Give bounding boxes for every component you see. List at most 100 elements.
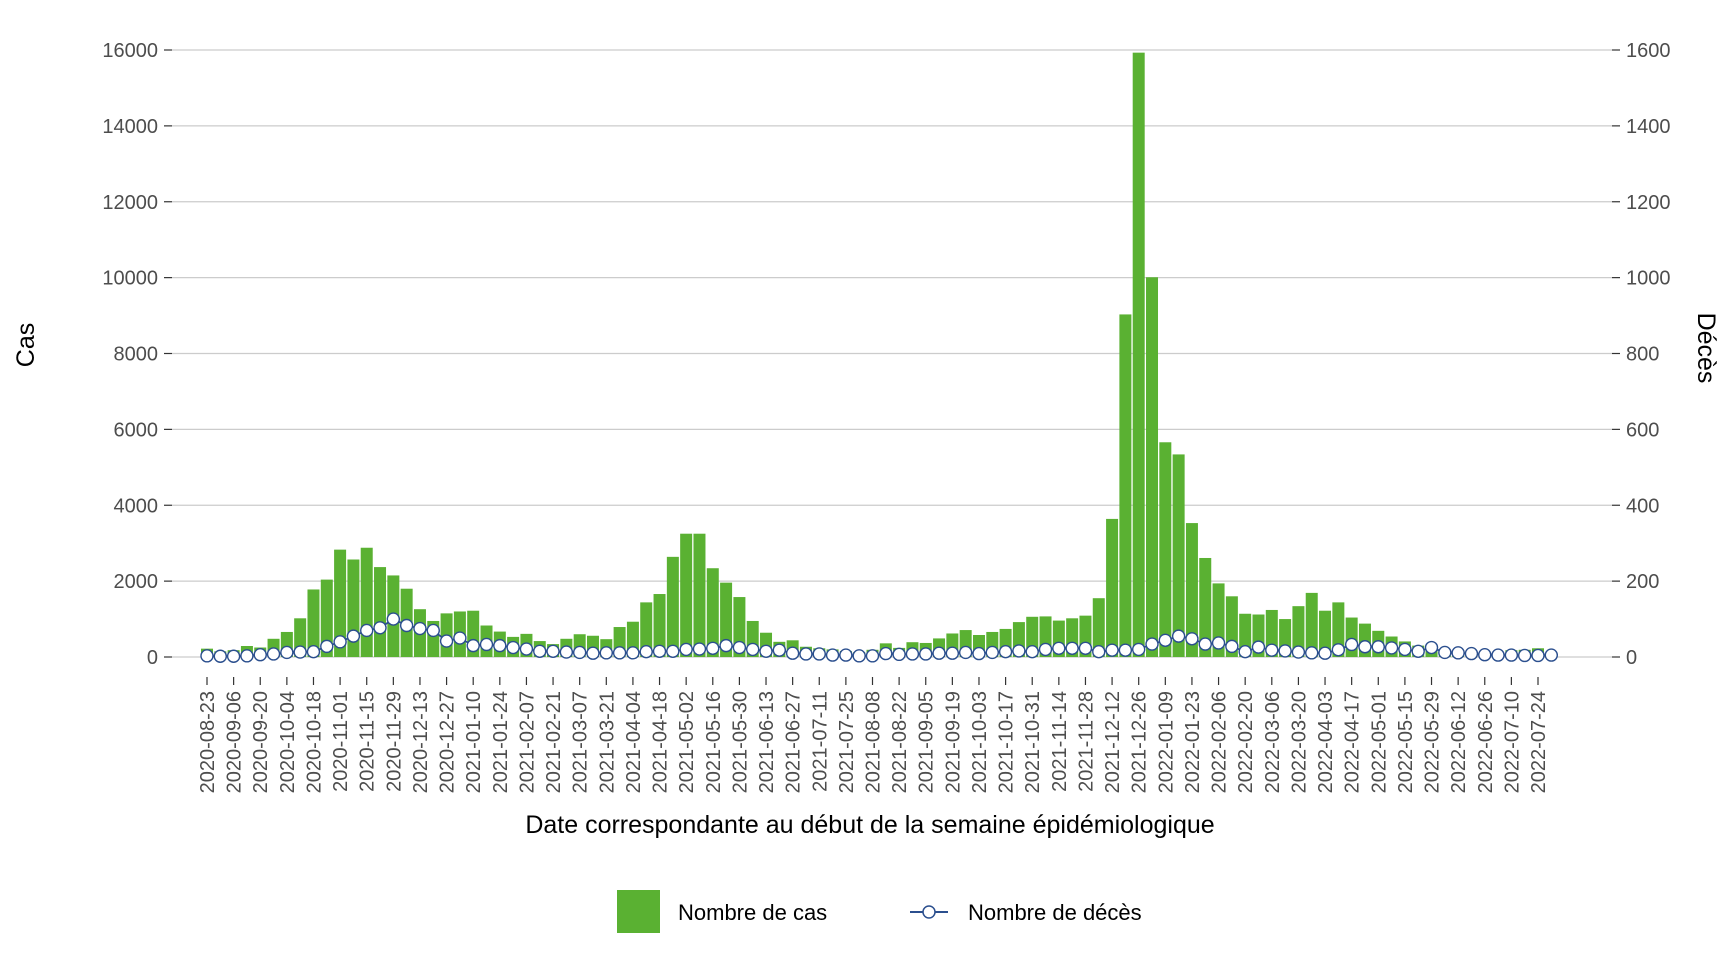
bar-cases	[1319, 610, 1332, 657]
legend-label-cases: Nombre de cas	[678, 900, 827, 925]
bar-cases	[1292, 606, 1305, 657]
point-deaths	[1078, 641, 1093, 655]
bar-cases	[1159, 442, 1172, 657]
point-deaths	[466, 638, 480, 653]
point-deaths	[892, 647, 906, 662]
x-tick-label-49: 2022-07-10	[1501, 691, 1523, 793]
point-deaths	[280, 645, 294, 660]
point-deaths	[1478, 648, 1492, 662]
point-deaths	[1065, 641, 1079, 655]
x-tick-label-32: 2021-11-14	[1049, 691, 1071, 792]
point-deaths	[439, 634, 454, 648]
y-left-tick-label-7: 14000	[102, 116, 158, 138]
bar-cases	[706, 568, 719, 657]
bar-cases	[666, 556, 679, 657]
legend: Nombre de cas Nombre de décès	[617, 890, 1142, 933]
point-deaths	[1211, 636, 1226, 650]
x-tick-label-27: 2021-09-05	[916, 691, 938, 793]
point-deaths	[1464, 646, 1479, 661]
y-right-tick-label-1: 200	[1626, 571, 1659, 593]
x-tick-label-25: 2021-08-08	[863, 691, 885, 793]
x-tick-label-5: 2020-11-01	[330, 691, 352, 792]
point-deaths	[546, 644, 560, 659]
x-tick-label-36: 2022-01-09	[1155, 691, 1177, 793]
point-deaths	[1358, 640, 1372, 654]
bar-cases	[1305, 592, 1318, 657]
point-deaths	[399, 618, 414, 633]
point-deaths	[453, 631, 467, 645]
bar-cases	[1132, 52, 1145, 657]
point-deaths	[1025, 644, 1039, 659]
point-deaths	[506, 640, 520, 655]
x-tick-label-29: 2021-10-03	[969, 691, 991, 793]
y-right-tick-label-7: 1400	[1626, 116, 1671, 138]
point-deaths	[266, 647, 281, 661]
x-tick-label-50: 2022-07-24	[1528, 691, 1550, 793]
x-tick-label-16: 2021-04-04	[623, 691, 645, 793]
point-deaths	[1012, 644, 1026, 658]
point-deaths	[572, 645, 587, 660]
point-deaths	[493, 638, 507, 653]
point-deaths	[1278, 644, 1292, 658]
point-deaths	[932, 646, 946, 660]
point-deaths	[226, 649, 241, 663]
point-deaths	[1171, 629, 1186, 643]
x-tick-label-6: 2020-11-15	[357, 691, 379, 792]
x-tick-label-45: 2022-05-15	[1395, 691, 1417, 793]
point-deaths	[852, 649, 866, 663]
bar-cases	[653, 594, 666, 657]
x-tick-label-47: 2022-06-12	[1448, 691, 1470, 793]
x-axis: 2020-08-23 2020-09-06 2020-09-20 2020-10-04…	[197, 677, 1550, 793]
x-tick-label-37: 2022-01-23	[1182, 691, 1204, 793]
bar-cases	[693, 533, 706, 657]
bar-cases	[1106, 518, 1119, 657]
x-tick-label-19: 2021-05-16	[703, 691, 725, 793]
x-tick-label-9: 2020-12-27	[437, 691, 459, 793]
x-tick-label-42: 2022-04-03	[1315, 691, 1337, 793]
bar-cases	[640, 602, 653, 657]
point-deaths	[998, 644, 1013, 659]
x-tick-label-1: 2020-09-06	[224, 691, 246, 793]
legend-label-deaths: Nombre de décès	[968, 900, 1142, 925]
x-tick-label-21: 2021-06-13	[756, 691, 778, 793]
point-deaths	[1531, 648, 1545, 663]
point-deaths	[1371, 640, 1385, 654]
y-left-tick-label-8: 16000	[102, 40, 158, 62]
x-tick-label-4: 2020-10-18	[303, 691, 325, 793]
point-deaths	[1185, 632, 1199, 646]
point-deaths	[1225, 639, 1239, 654]
x-tick-label-33: 2021-11-28	[1075, 691, 1097, 792]
x-tick-label-26: 2021-08-22	[889, 691, 911, 793]
point-deaths	[1158, 633, 1173, 648]
point-deaths	[1331, 643, 1346, 657]
bar-cases	[1012, 622, 1025, 657]
bar-cases	[680, 533, 693, 657]
x-axis-title: Date correspondante au début de la semai…	[525, 811, 1214, 839]
point-deaths	[320, 639, 334, 654]
point-deaths	[666, 644, 680, 659]
x-tick-label-24: 2021-07-25	[836, 691, 858, 793]
y-left-tick-label-4: 8000	[114, 344, 159, 366]
bar-series-cases	[201, 52, 1544, 657]
bar-cases	[1119, 314, 1132, 657]
point-deaths	[240, 649, 254, 663]
point-deaths	[1291, 645, 1306, 659]
point-deaths	[1517, 648, 1532, 663]
x-tick-label-43: 2022-04-17	[1342, 691, 1364, 793]
point-deaths	[200, 649, 214, 663]
bar-cases	[720, 582, 733, 657]
point-deaths	[732, 640, 747, 655]
bar-cases	[1172, 454, 1185, 657]
x-tick-label-18: 2021-05-02	[676, 691, 698, 793]
bar-cases	[1332, 602, 1345, 657]
point-deaths	[1398, 642, 1412, 657]
point-deaths	[626, 646, 640, 660]
bar-cases	[307, 589, 320, 657]
point-deaths	[945, 646, 960, 660]
x-tick-label-48: 2022-06-26	[1475, 691, 1497, 793]
x-tick-label-28: 2021-09-19	[942, 691, 964, 793]
gridlines	[172, 49, 1612, 658]
point-deaths	[293, 645, 307, 659]
point-deaths	[253, 648, 267, 662]
